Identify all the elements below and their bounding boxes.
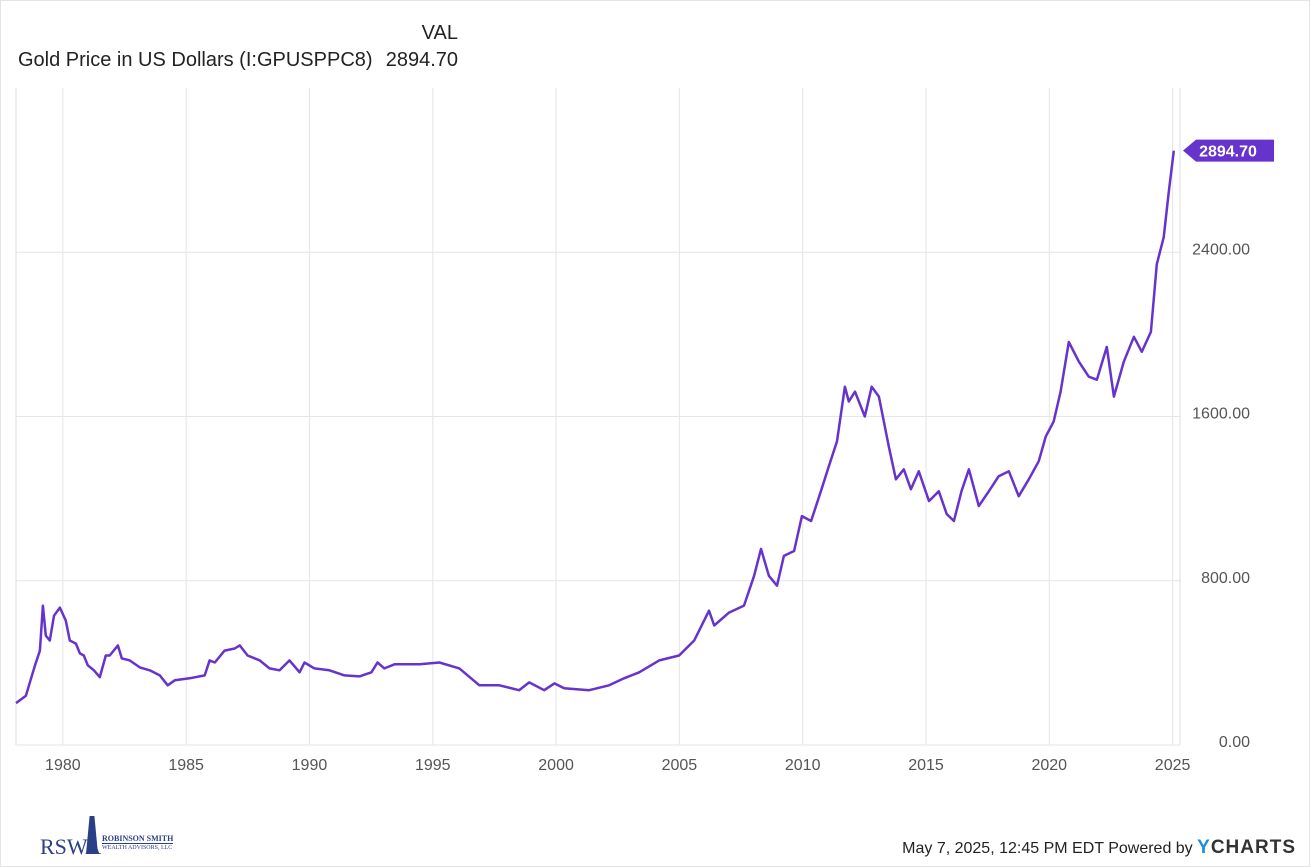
y-tick-label: 0.00 bbox=[1219, 734, 1250, 751]
x-tick-label: 1980 bbox=[45, 757, 81, 774]
series-line bbox=[15, 150, 1176, 705]
x-tick-label: 1990 bbox=[292, 757, 328, 774]
legend-series-value: 2894.70 bbox=[385, 49, 458, 71]
legend-series-name[interactable]: Gold Price in US Dollars (I:GPUSPPC8) bbox=[18, 49, 373, 71]
x-tick-label: 2005 bbox=[662, 757, 698, 774]
company-logo: RSWA ROBINSON SMITH WEALTH ADVISORS, LLC bbox=[38, 812, 178, 860]
x-tick-label: 1995 bbox=[415, 757, 451, 774]
y-tick-label: 2400.00 bbox=[1192, 241, 1250, 258]
y-tick-label: 800.00 bbox=[1201, 570, 1250, 587]
powered-by-label: Powered by bbox=[1108, 840, 1193, 857]
x-tick-label: 2000 bbox=[538, 757, 574, 774]
ycharts-logo[interactable]: YCHARTS bbox=[1197, 837, 1296, 858]
lighthouse-icon bbox=[86, 816, 98, 854]
logo-name: ROBINSON SMITH bbox=[102, 834, 174, 844]
x-tick-label: 1985 bbox=[168, 757, 204, 774]
footer: May 7, 2025, 12:45 PM EDT Powered by YCH… bbox=[902, 837, 1296, 859]
x-tick-label: 2020 bbox=[1031, 757, 1067, 774]
y-tick-label: 1600.00 bbox=[1192, 406, 1250, 423]
last-value-tag bbox=[1183, 139, 1274, 162]
legend-column-header: VAL bbox=[421, 22, 458, 44]
timestamp: May 7, 2025, 12:45 PM EDT bbox=[902, 840, 1104, 857]
x-tick-label: 2015 bbox=[908, 757, 944, 774]
x-tick-label: 2010 bbox=[785, 757, 821, 774]
last-value-label: 2894.70 bbox=[1199, 144, 1257, 161]
logo-subtitle: WEALTH ADVISORS, LLC bbox=[102, 845, 173, 851]
x-tick-label: 2025 bbox=[1155, 757, 1191, 774]
